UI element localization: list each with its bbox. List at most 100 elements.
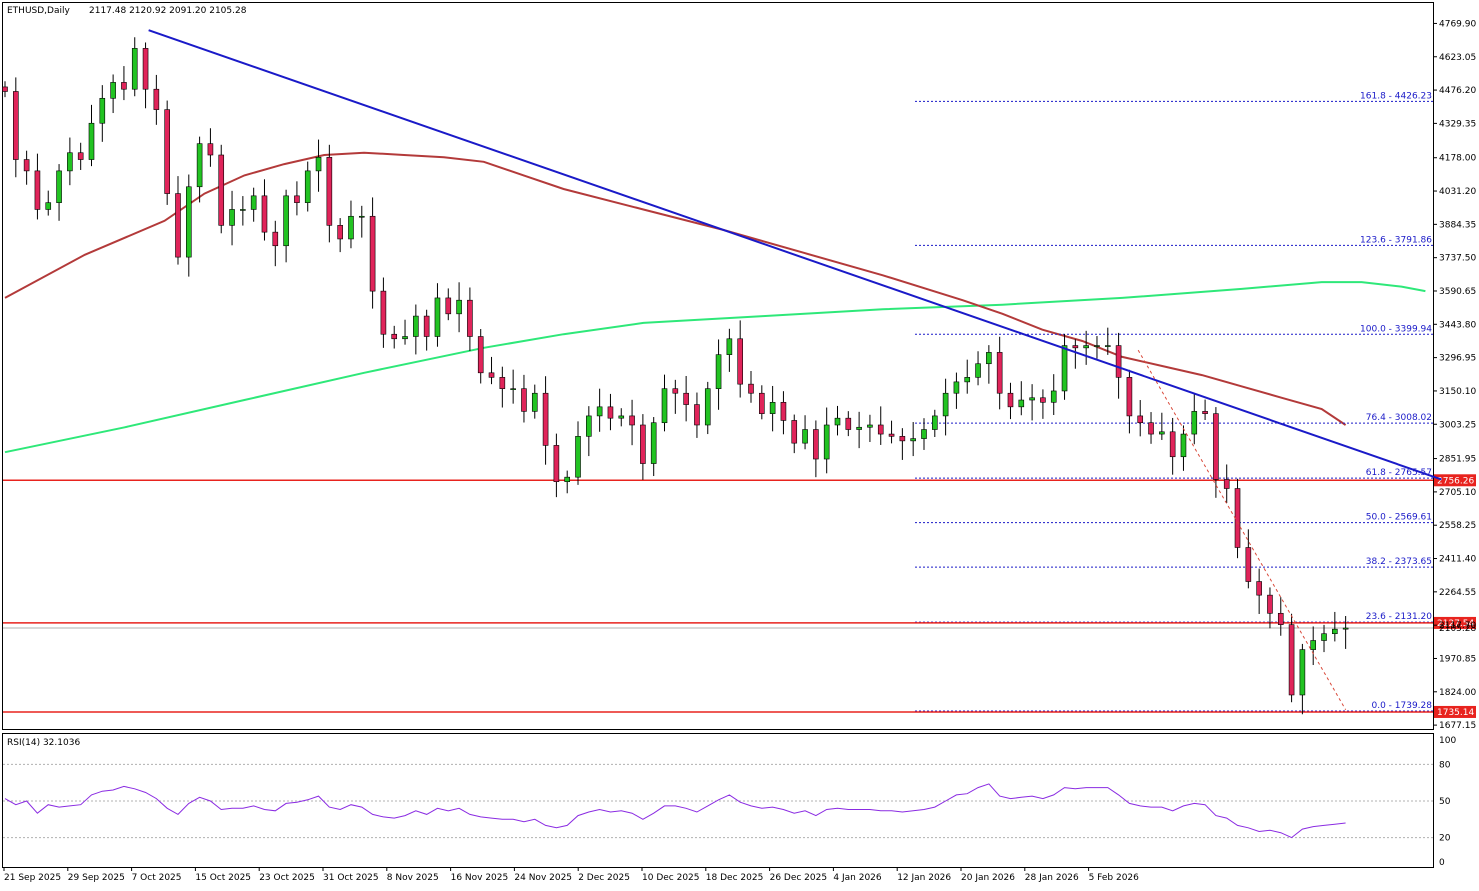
candle-body <box>2 86 8 92</box>
ma-slow-line <box>4 281 1426 454</box>
level-price-tag-label: 1735.14 <box>1437 708 1474 718</box>
candle-body <box>1040 397 1046 403</box>
rsi-label: RSI(14) 32.1036 <box>7 738 80 748</box>
candle-body <box>1223 479 1230 489</box>
candle-body <box>1310 640 1317 650</box>
candle-body <box>423 315 430 337</box>
candle-body <box>607 406 614 419</box>
downtrend-line <box>148 29 1442 481</box>
candle-body <box>553 445 560 483</box>
candle-body <box>715 354 722 389</box>
date-tick-label: 24 Nov 2025 <box>514 873 572 883</box>
date-tick-label: 23 Oct 2025 <box>259 873 315 883</box>
candle-body <box>240 209 246 211</box>
candle-body <box>975 363 981 378</box>
candle-body <box>153 88 160 110</box>
candle-body <box>337 225 343 240</box>
rsi-line <box>4 783 1346 839</box>
horizontal-levels-layer: 2756.26 2127.54 1735.14 2105.28 <box>3 474 1476 718</box>
candle-body <box>780 401 787 421</box>
candle-body <box>34 170 41 210</box>
candle-body <box>1191 411 1198 435</box>
candle-body <box>1148 422 1154 435</box>
candle-body <box>596 406 603 417</box>
candle-body <box>131 48 138 90</box>
date-tick-label: 29 Sep 2025 <box>68 873 125 883</box>
candle-body <box>823 424 830 460</box>
candle-body <box>445 297 452 315</box>
date-tick-label: 21 Sep 2025 <box>4 873 61 883</box>
candle-body <box>499 377 506 389</box>
price-tick-label: 2558.25 <box>1439 521 1476 531</box>
candle-body <box>867 424 873 428</box>
level-price-tag <box>1434 705 1476 718</box>
price-tick-label: 4329.35 <box>1439 119 1476 129</box>
level-price-tag <box>1434 616 1476 629</box>
fib-level-label: 0.0 - 1739.28 <box>1372 701 1433 711</box>
candle-body <box>542 392 549 446</box>
candle-body <box>1050 390 1057 403</box>
price-tick-label: 3150.10 <box>1439 387 1476 397</box>
price-axis[interactable]: 4769.90 4623.05 4476.20 4329.35 4178.00 4031.… <box>1433 19 1476 731</box>
candle-body <box>899 436 906 442</box>
candle-body <box>369 215 376 292</box>
candles-layer <box>2 37 1349 715</box>
candle-body <box>672 388 679 394</box>
date-tick-label: 31 Oct 2025 <box>323 873 379 883</box>
date-tick-label: 5 Feb 2026 <box>1089 873 1140 883</box>
trendline-layer[interactable] <box>148 29 1442 710</box>
candle-body <box>813 429 819 460</box>
candle-body <box>769 401 776 414</box>
candle-body <box>856 426 862 430</box>
price-tick-label: 4178.00 <box>1439 154 1476 164</box>
candle-body <box>1234 488 1241 548</box>
chart-ohlc: 2117.48 2120.92 2091.20 2105.28 <box>89 6 247 16</box>
fib-level-label: 23.6 - 2131.20 <box>1366 612 1432 622</box>
candle-body <box>413 315 419 337</box>
candle-body <box>304 170 311 203</box>
candle-body <box>99 97 106 124</box>
date-tick-label: 2 Dec 2025 <box>578 873 630 883</box>
date-tick-label: 4 Jan 2026 <box>833 873 881 883</box>
date-tick-label: 16 Nov 2025 <box>451 873 509 883</box>
candle-body <box>586 415 592 437</box>
candle-body <box>207 143 214 156</box>
candle-body <box>294 195 300 203</box>
candle-body <box>1321 633 1327 641</box>
rsi-pane-frame <box>2 733 1434 868</box>
current-price-label: 2105.28 <box>1439 624 1476 634</box>
price-tick-label: 4769.90 <box>1439 19 1476 29</box>
price-tick-label: 3590.65 <box>1439 287 1476 297</box>
candle-body <box>650 422 657 464</box>
candle-body <box>1169 431 1176 458</box>
candle-body <box>1299 649 1306 696</box>
candle-body <box>791 420 798 444</box>
candle-body <box>45 202 52 210</box>
candle-body <box>942 392 949 417</box>
candle-body <box>1180 433 1187 458</box>
price-tick-label: 3003.25 <box>1439 420 1476 430</box>
candle-body <box>121 82 127 90</box>
candle-body <box>1159 431 1165 435</box>
price-tick-label: 4476.20 <box>1439 86 1476 96</box>
candle-body <box>218 154 225 226</box>
price-tick-label: 1677.15 <box>1439 721 1476 731</box>
candle-body <box>358 215 365 218</box>
fib-level-label: 76.4 - 3008.02 <box>1366 413 1432 423</box>
date-tick-label: 12 Jan 2026 <box>897 873 951 883</box>
candle-body <box>434 297 441 337</box>
time-axis[interactable]: 21 Sep 2025 29 Sep 2025 7 Oct 2025 15 Oct 2… <box>3 867 1140 883</box>
candle-body <box>704 388 711 426</box>
date-tick-label: 7 Oct 2025 <box>132 873 182 883</box>
rsi-tick-label: 0 <box>1439 858 1445 868</box>
rsi-tick-label: 20 <box>1439 834 1451 844</box>
fib-level-label: 38.2 - 2373.65 <box>1366 557 1432 567</box>
candle-body <box>986 352 992 365</box>
candle-body <box>67 152 73 172</box>
candle-body <box>1094 345 1100 347</box>
candle-body <box>1137 415 1144 424</box>
candle-body <box>88 122 95 160</box>
candle-body <box>802 429 808 444</box>
